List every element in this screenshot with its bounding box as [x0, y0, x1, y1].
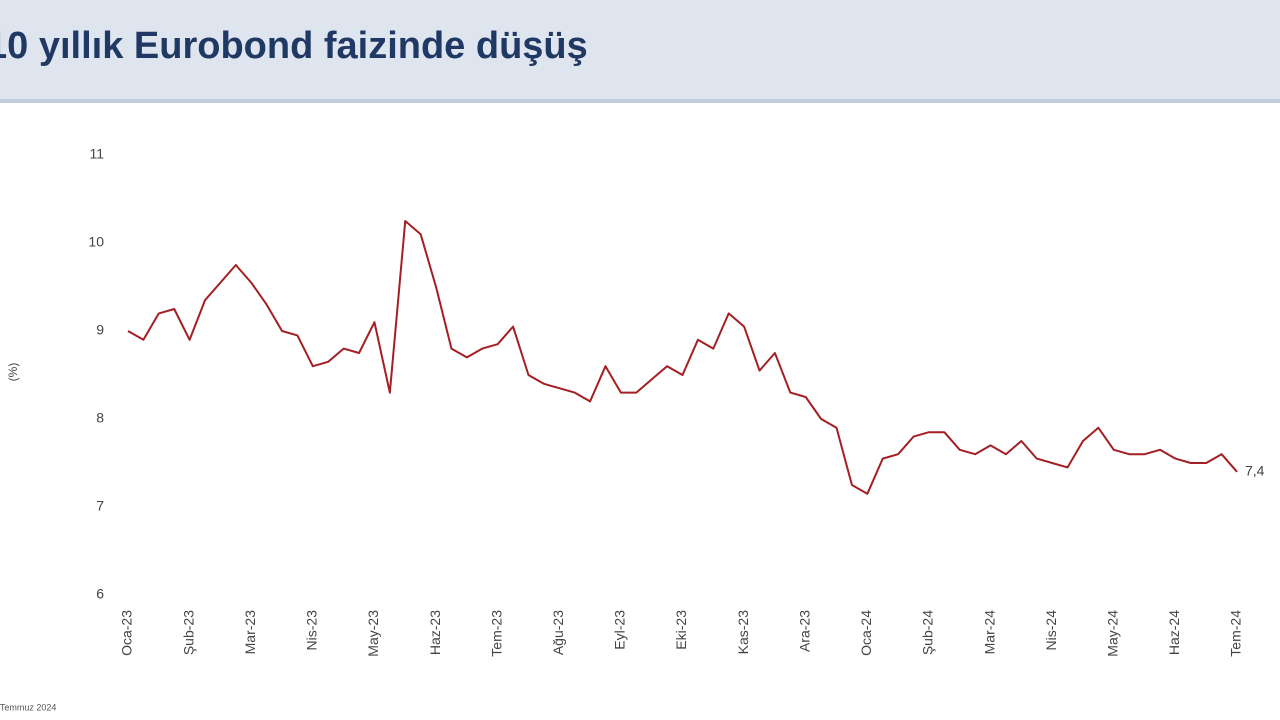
x-tick-label: Nis-24	[1043, 610, 1059, 651]
line-series	[127, 220, 1238, 495]
source-note: Veri: 4 Temmuz 2024	[0, 702, 56, 712]
x-tick-label: Haz-24	[1166, 610, 1182, 655]
y-tick-label: 8	[96, 410, 104, 426]
y-tick-label: 10	[88, 234, 104, 250]
chart-title: 10 yıllık Eurobond faizinde düşüş	[0, 25, 588, 67]
y-tick-label: 6	[96, 586, 104, 602]
x-tick-label: Mar-24	[981, 610, 997, 655]
y-tick-label: 7	[96, 498, 104, 514]
x-tick-label: Tem-23	[488, 610, 504, 657]
x-tick-label: Kas-23	[735, 610, 751, 655]
x-tick-label: Oca-23	[119, 610, 135, 656]
x-tick-label: Eyl-23	[612, 610, 628, 650]
x-tick-label: Nis-23	[304, 610, 320, 651]
x-tick-label: Mar-23	[242, 610, 258, 655]
y-axis-label: (%)	[6, 363, 20, 382]
x-tick-label: Ağu-23	[550, 610, 566, 655]
header-band	[0, 0, 1280, 100]
x-tick-label: May-24	[1104, 610, 1120, 657]
end-value-label: 7,4	[1245, 463, 1265, 479]
y-tick-label: 9	[96, 322, 104, 338]
x-tick-label: Tem-24	[1228, 610, 1244, 657]
x-tick-label: May-23	[365, 610, 381, 657]
x-tick-label: Şub-23	[180, 610, 196, 655]
header-border	[0, 99, 1280, 103]
x-tick-label: Oca-24	[858, 610, 874, 656]
y-tick-label: 11	[89, 146, 104, 162]
x-tick-label: Eki-23	[673, 610, 689, 650]
x-tick-label: Haz-23	[427, 610, 443, 655]
x-tick-label: Ara-23	[796, 610, 812, 652]
x-tick-label: Şub-24	[920, 610, 936, 655]
